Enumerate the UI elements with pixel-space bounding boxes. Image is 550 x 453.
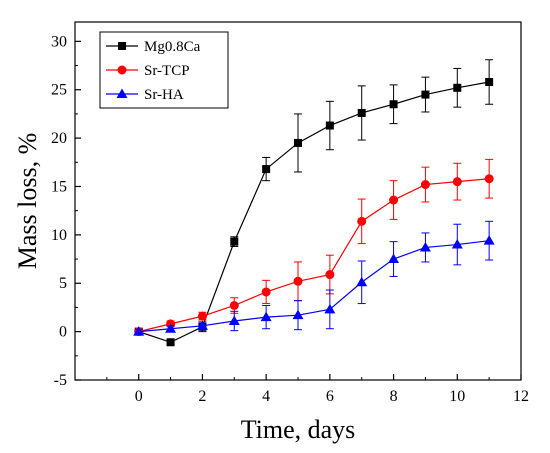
series-sr-tcp (134, 158, 494, 337)
legend-marker (118, 42, 126, 50)
series-line (138, 178, 490, 333)
series-line (138, 81, 490, 343)
legend-label: Sr-TCP (144, 63, 190, 79)
series-sr-ha (133, 220, 495, 336)
x-tick-label: 12 (513, 388, 529, 405)
data-point (485, 77, 494, 86)
series-layer (133, 59, 495, 347)
y-tick-label: 20 (51, 130, 67, 147)
x-tick-label: 10 (449, 388, 465, 405)
data-point (324, 303, 336, 314)
data-point (388, 253, 400, 264)
legend-marker (116, 88, 128, 98)
data-point (484, 174, 494, 184)
data-point (420, 180, 430, 190)
data-point (452, 177, 462, 187)
x-axis-title: Time, days (241, 415, 356, 444)
data-point (357, 216, 367, 226)
y-tick-label: 25 (51, 82, 67, 99)
x-tick-label: 0 (135, 388, 143, 405)
x-tick-label: 2 (198, 388, 206, 405)
data-point (197, 311, 207, 321)
data-point (165, 323, 177, 333)
data-point (166, 338, 175, 347)
legend: Mg0.8Ca Sr-TCP Sr-HA (99, 31, 229, 109)
data-point (228, 315, 240, 325)
legend-item: Sr-HA (106, 87, 184, 103)
y-tick-label: 0 (59, 324, 67, 341)
data-point (453, 83, 462, 92)
legend-item: Sr-TCP (106, 63, 190, 79)
y-tick-label: 30 (51, 33, 67, 50)
data-point (389, 195, 399, 205)
data-point (451, 239, 463, 249)
data-point (230, 237, 239, 246)
x-tick-label: 8 (390, 388, 398, 405)
data-point (325, 121, 334, 130)
data-point (421, 90, 430, 99)
x-tick-label: 6 (326, 388, 334, 405)
data-point (262, 165, 271, 174)
data-point (325, 270, 335, 280)
legend-item: Mg0.8Ca (106, 39, 201, 55)
data-point (483, 235, 495, 245)
data-point (292, 309, 304, 320)
legend-marker (117, 65, 127, 75)
data-point (229, 300, 239, 310)
data-point (419, 241, 431, 252)
data-point (356, 276, 368, 287)
y-tick-label: 10 (51, 227, 67, 244)
legend-label: Mg0.8Ca (144, 39, 201, 55)
data-point (357, 108, 366, 117)
data-point (196, 320, 208, 330)
legend-label: Sr-HA (144, 87, 184, 103)
y-tick-label: 15 (51, 178, 67, 195)
data-point (133, 326, 145, 336)
y-tick-label: 5 (59, 275, 67, 292)
data-point (389, 100, 398, 109)
y-tick-label: -5 (54, 372, 67, 389)
x-tick-label: 4 (262, 388, 270, 405)
y-axis-title: Mass loss, % (13, 133, 42, 270)
data-point (260, 311, 272, 322)
series-line (138, 240, 490, 333)
axis-ticks: 0 2 4 6 8 10 12 -5 0 5 10 15 20 25 30 (51, 33, 529, 405)
data-point (294, 138, 302, 147)
data-point (261, 287, 271, 297)
data-point (293, 276, 303, 286)
